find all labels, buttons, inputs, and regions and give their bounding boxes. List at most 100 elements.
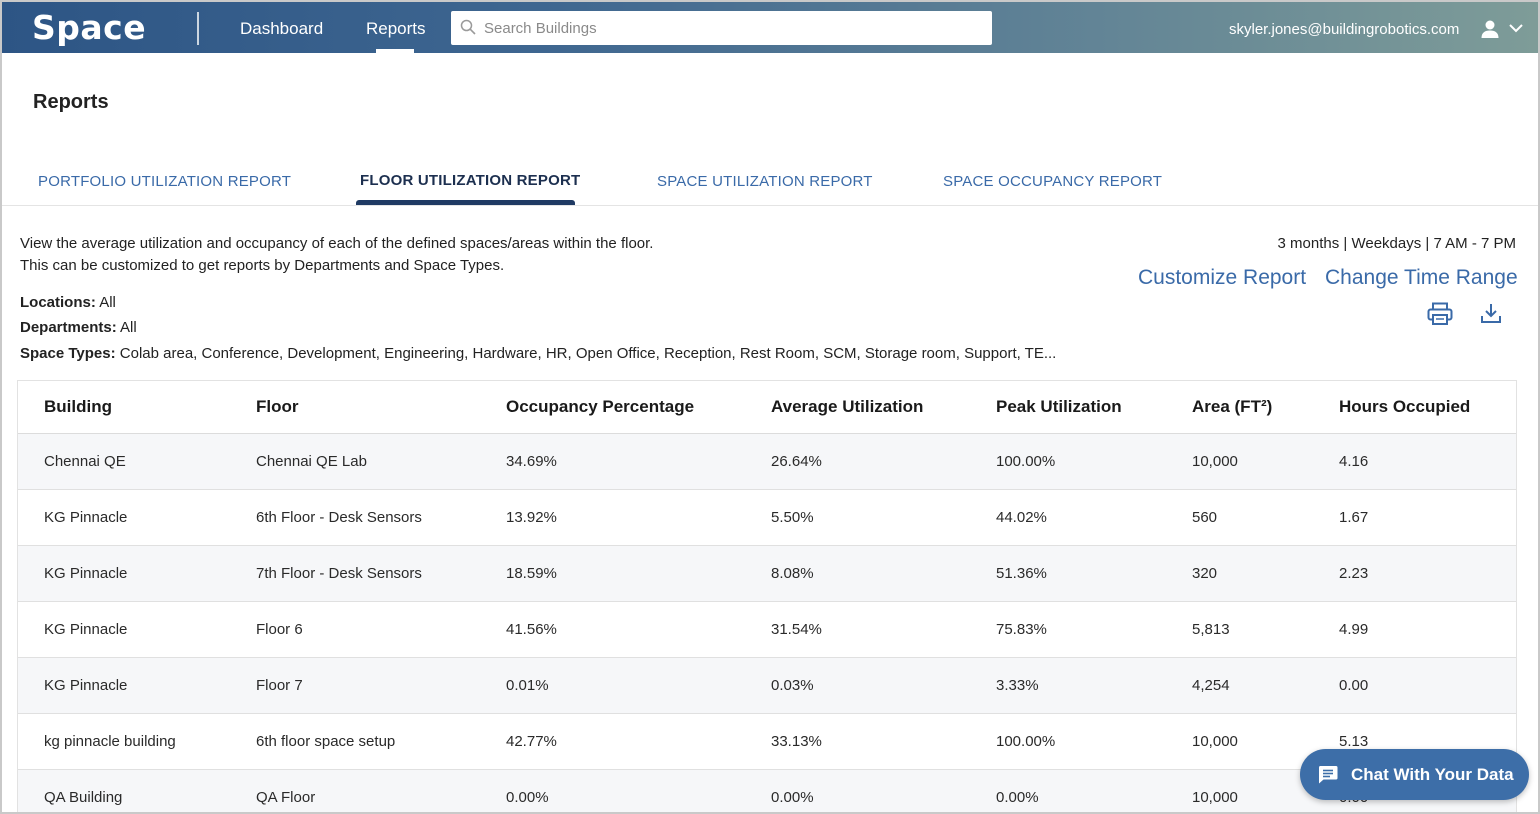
tab-space-occupancy[interactable]: SPACE OCCUPANCY REPORT [943, 173, 1163, 190]
print-icon[interactable] [1427, 302, 1453, 326]
cell-building: KG Pinnacle [18, 657, 256, 714]
customize-report-link[interactable]: Customize Report [1138, 266, 1307, 289]
cell-area: 4,254 [1192, 657, 1339, 714]
table-row[interactable]: Chennai QE Chennai QE Lab 34.69% 26.64% … [18, 433, 1516, 490]
cell-floor: 7th Floor - Desk Sensors [256, 545, 506, 602]
table-row[interactable]: kg pinnacle building 6th floor space set… [18, 713, 1516, 770]
table-row[interactable]: KG Pinnacle Floor 6 41.56% 31.54% 75.83%… [18, 601, 1516, 658]
cell-hours-occupied: 4.99 [1339, 601, 1516, 658]
chat-with-data-button[interactable]: Chat With Your Data [1300, 749, 1529, 800]
cell-building: kg pinnacle building [18, 713, 256, 770]
cell-area: 320 [1192, 545, 1339, 602]
cell-peak-utilization: 0.00% [996, 769, 1192, 812]
cell-occupancy: 0.00% [506, 769, 771, 812]
tab-floor-utilization[interactable]: FLOOR UTILIZATION REPORT [360, 172, 581, 189]
search-box[interactable] [451, 11, 992, 45]
cell-average-utilization: 0.00% [771, 769, 996, 812]
cell-building: Chennai QE [18, 433, 256, 490]
filter-space-types: Space Types: Colab area, Conference, Dev… [20, 345, 1056, 362]
cell-hours-occupied: 4.16 [1339, 433, 1516, 490]
column-header-peak-utilization[interactable]: Peak Utilization [996, 381, 1192, 434]
cell-peak-utilization: 100.00% [996, 713, 1192, 770]
active-tab-indicator [356, 200, 575, 205]
cell-hours-occupied: 0.00 [1339, 657, 1516, 714]
column-header-hours-occupied[interactable]: Hours Occupied [1339, 381, 1516, 434]
cell-hours-occupied: 1.67 [1339, 489, 1516, 546]
table-row[interactable]: KG Pinnacle 7th Floor - Desk Sensors 18.… [18, 545, 1516, 602]
user-icon[interactable] [1480, 19, 1500, 39]
cell-building: KG Pinnacle [18, 489, 256, 546]
cell-peak-utilization: 100.00% [996, 433, 1192, 490]
cell-average-utilization: 33.13% [771, 713, 996, 770]
cell-floor: Chennai QE Lab [256, 433, 506, 490]
column-header-building[interactable]: Building [18, 381, 256, 434]
app-logo[interactable]: Space [32, 8, 147, 47]
nav-active-indicator [376, 49, 414, 53]
filter-departments: Departments: All [20, 319, 137, 336]
table-row[interactable]: QA Building QA Floor 0.00% 0.00% 0.00% 1… [18, 769, 1516, 812]
logo-divider [197, 12, 199, 45]
filter-locations: Locations: All [20, 294, 116, 311]
filter-space-types-value: Colab area, Conference, Development, Eng… [119, 345, 1057, 362]
column-header-average-utilization[interactable]: Average Utilization [771, 381, 996, 434]
column-header-occupancy-percentage[interactable]: Occupancy Percentage [506, 381, 771, 434]
cell-floor: 6th Floor - Desk Sensors [256, 489, 506, 546]
tab-portfolio-utilization[interactable]: PORTFOLIO UTILIZATION REPORT [38, 173, 292, 190]
cell-average-utilization: 0.03% [771, 657, 996, 714]
cell-average-utilization: 31.54% [771, 601, 996, 658]
cell-hours-occupied: 2.23 [1339, 545, 1516, 602]
change-time-range-link[interactable]: Change Time Range [1325, 266, 1518, 289]
report-description-line-2: This can be customized to get reports by… [20, 257, 505, 274]
tabs-divider [2, 205, 1538, 206]
cell-area: 10,000 [1192, 433, 1339, 490]
cell-occupancy: 18.59% [506, 545, 771, 602]
user-email[interactable]: skyler.jones@buildingrobotics.com [1229, 21, 1460, 38]
cell-occupancy: 13.92% [506, 489, 771, 546]
table-header-row: Building Floor Occupancy Percentage Aver… [18, 381, 1516, 434]
cell-occupancy: 41.56% [506, 601, 771, 658]
cell-peak-utilization: 3.33% [996, 657, 1192, 714]
table-row[interactable]: KG Pinnacle 6th Floor - Desk Sensors 13.… [18, 489, 1516, 546]
column-header-floor[interactable]: Floor [256, 381, 506, 434]
search-icon [460, 19, 476, 35]
filter-space-types-label: Space Types: [20, 345, 116, 362]
top-navigation-bar: Space Dashboard Reports skyler.jones@bui… [2, 2, 1538, 53]
nav-dashboard[interactable]: Dashboard [240, 19, 324, 38]
table-row[interactable]: KG Pinnacle Floor 7 0.01% 0.03% 3.33% 4,… [18, 657, 1516, 714]
chevron-down-icon[interactable] [1508, 22, 1524, 34]
page-title: Reports [33, 91, 109, 113]
cell-area: 560 [1192, 489, 1339, 546]
filter-locations-value: All [99, 294, 116, 311]
cell-building: KG Pinnacle [18, 545, 256, 602]
cell-floor: Floor 7 [256, 657, 506, 714]
filter-departments-label: Departments: [20, 319, 117, 336]
cell-floor: QA Floor [256, 769, 506, 812]
filter-locations-label: Locations: [20, 294, 96, 311]
cell-building: KG Pinnacle [18, 601, 256, 658]
report-description-line-1: View the average utilization and occupan… [20, 235, 654, 252]
cell-average-utilization: 8.08% [771, 545, 996, 602]
time-range-summary: 3 months | Weekdays | 7 AM - 7 PM [1277, 235, 1516, 252]
chat-bubble-icon [1318, 766, 1338, 784]
cell-occupancy: 34.69% [506, 433, 771, 490]
cell-peak-utilization: 75.83% [996, 601, 1192, 658]
cell-occupancy: 0.01% [506, 657, 771, 714]
column-header-area[interactable]: Area (FT²) [1192, 381, 1339, 434]
cell-average-utilization: 5.50% [771, 489, 996, 546]
cell-building: QA Building [18, 769, 256, 812]
cell-peak-utilization: 51.36% [996, 545, 1192, 602]
chat-button-label: Chat With Your Data [1351, 765, 1514, 784]
cell-floor: 6th floor space setup [256, 713, 506, 770]
tab-space-utilization[interactable]: SPACE UTILIZATION REPORT [657, 173, 873, 190]
floor-utilization-table: Building Floor Occupancy Percentage Aver… [17, 380, 1517, 812]
filter-departments-value: All [120, 319, 137, 336]
search-input[interactable] [484, 11, 984, 45]
cell-average-utilization: 26.64% [771, 433, 996, 490]
nav-reports[interactable]: Reports [366, 19, 426, 38]
cell-occupancy: 42.77% [506, 713, 771, 770]
cell-floor: Floor 6 [256, 601, 506, 658]
cell-peak-utilization: 44.02% [996, 489, 1192, 546]
download-icon[interactable] [1480, 302, 1502, 324]
cell-area: 5,813 [1192, 601, 1339, 658]
